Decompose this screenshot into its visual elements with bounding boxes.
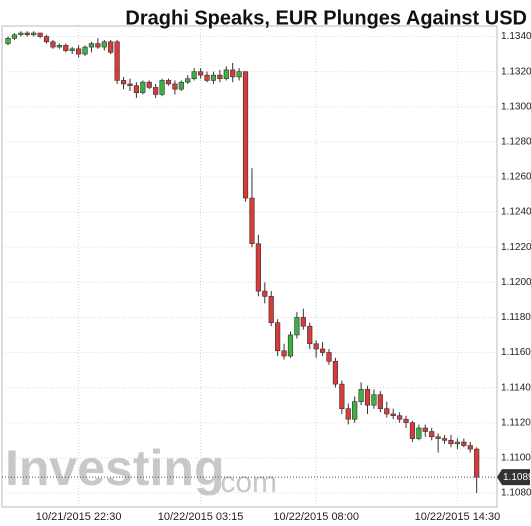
candle-body (43, 36, 50, 43)
candle-body (120, 80, 127, 85)
candle-body (339, 383, 345, 409)
candle-body (268, 296, 274, 323)
candle-body (255, 243, 261, 292)
candle-body (140, 81, 146, 94)
candle-body (127, 83, 133, 86)
y-tick-label: 1.1080 (501, 488, 531, 499)
y-tick-label: 1.1200 (501, 277, 531, 288)
candle-body (50, 41, 56, 48)
candle-body (287, 334, 294, 357)
candle-body (11, 34, 18, 39)
candle-body (236, 71, 242, 78)
candle-body (5, 37, 11, 44)
candle-body (95, 43, 101, 48)
candle-body (345, 408, 351, 420)
candle-body (204, 74, 210, 81)
candle-body (422, 427, 428, 432)
last-price-label: 1.1089 (503, 472, 531, 483)
candle-body (31, 32, 37, 36)
chart-title: Draghi Speaks, EUR Plunges Against USD (125, 7, 527, 29)
candle-body (448, 439, 454, 445)
x-tick-label: 10/21/2015 22:30 (36, 511, 122, 523)
candle-body (326, 352, 332, 362)
candle-body (474, 448, 480, 478)
candle-body (390, 413, 396, 417)
candle-body (397, 415, 403, 420)
y-tick-label: 1.1100 (501, 452, 531, 463)
watermark-suffix: .com (212, 466, 277, 499)
last-price-box (497, 469, 530, 486)
y-tick-label: 1.1160 (501, 347, 531, 358)
candle-body (281, 350, 287, 357)
candle-body (37, 32, 43, 37)
candle-body (313, 343, 319, 350)
candle-body (377, 394, 383, 409)
candle-body (454, 441, 461, 445)
candle-body (63, 45, 69, 51)
x-tick-label: 10/22/2015 03:15 (158, 511, 244, 523)
y-tick-label: 1.1140 (501, 382, 531, 393)
x-tick-label: 10/22/2015 08:00 (273, 511, 359, 523)
candle-body (76, 48, 82, 55)
candle-body (358, 389, 364, 402)
y-tick-label: 1.1220 (501, 242, 531, 253)
y-tick-label: 1.1240 (501, 207, 531, 218)
candle-body (101, 41, 107, 48)
candle-body (172, 83, 178, 90)
candle-body (18, 32, 24, 36)
candle-body (82, 46, 88, 55)
candle-body (242, 71, 249, 199)
candle-body (307, 325, 313, 345)
candle-body (88, 43, 95, 48)
candle-body (114, 41, 120, 81)
candle-body (416, 427, 422, 439)
candle-body (294, 317, 300, 336)
candle-body (165, 80, 172, 85)
y-tick-label: 1.1120 (501, 417, 531, 428)
candle-body (133, 85, 140, 94)
candle-body (249, 197, 255, 244)
x-tick-label: 10/22/2015 14:30 (415, 511, 501, 523)
candle-body (467, 445, 473, 450)
y-tick-label: 1.1340 (501, 31, 531, 42)
watermark: Investing (5, 440, 224, 496)
plot-area (1, 25, 498, 508)
candle-body (108, 41, 114, 53)
candle-body (435, 436, 441, 439)
candle-body (230, 69, 236, 78)
candle-body (146, 81, 152, 88)
y-tick-label: 1.1280 (501, 137, 531, 148)
candle-body (159, 80, 165, 95)
candle-body (24, 32, 30, 36)
candle-body (300, 317, 306, 327)
candle-body (319, 348, 326, 353)
candle-body (461, 441, 467, 446)
y-tick-label: 1.1320 (501, 66, 531, 77)
candle-body (191, 71, 197, 79)
candle-body (332, 360, 339, 385)
candle-body (178, 81, 184, 90)
candle-body (217, 74, 223, 79)
candle-body (429, 431, 435, 438)
candle-body (384, 408, 390, 415)
candle-body (364, 389, 371, 406)
candle-body (441, 438, 448, 441)
candle-body (275, 322, 281, 352)
y-tick-label: 1.1300 (501, 101, 531, 112)
candle-body (198, 71, 204, 76)
candle-body (403, 418, 409, 424)
y-tick-label: 1.1180 (501, 312, 531, 323)
candle-body (153, 87, 159, 95)
candle-body (409, 422, 416, 439)
candle-body (352, 401, 358, 420)
candle-body (56, 45, 62, 48)
candle-body (185, 78, 191, 83)
y-tick-label: 1.1260 (501, 172, 531, 183)
candle-body (223, 69, 229, 79)
candle-body (69, 48, 75, 51)
candle-body (210, 74, 217, 81)
candle-body (371, 394, 377, 406)
candle-body (262, 290, 268, 297)
